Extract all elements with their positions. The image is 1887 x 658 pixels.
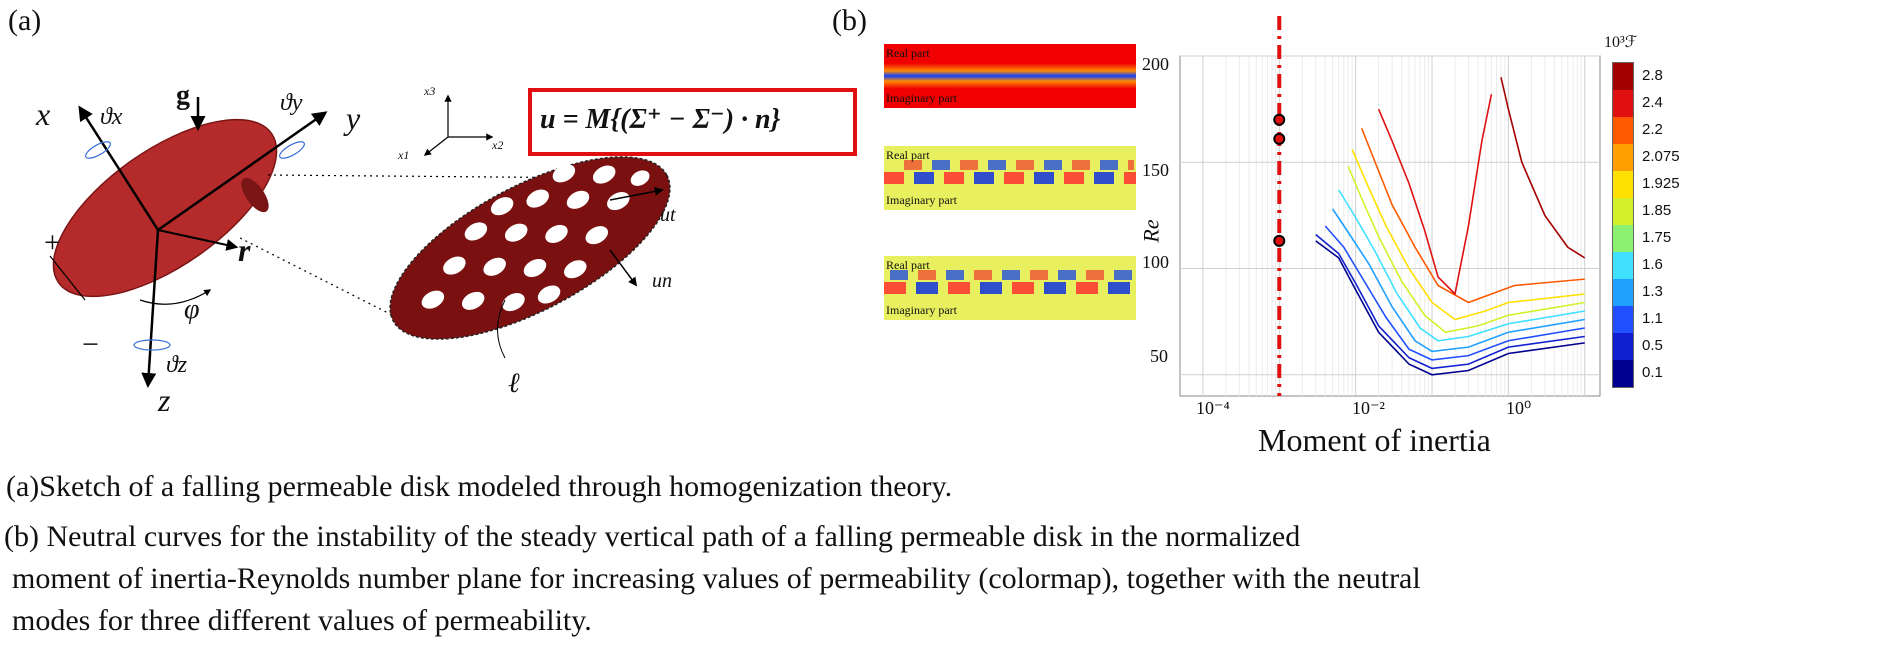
- colorbar: [1612, 62, 1634, 388]
- colorbar-tick: 0.1: [1642, 363, 1663, 381]
- neutral-curves-chart: [1179, 16, 1601, 397]
- phi-label: φ: [184, 294, 200, 325]
- caption-b-line3: modes for three different values of perm…: [12, 604, 592, 637]
- caption-b-line2: moment of inertia-Reynolds number plane …: [12, 562, 1421, 595]
- x1-label: x1: [398, 148, 410, 162]
- neutral-curve-4: [1338, 189, 1585, 342]
- plus-sign: +: [44, 226, 61, 259]
- colorbar-tick: 1.85: [1642, 201, 1672, 219]
- theta-z-label: ϑz: [166, 352, 188, 378]
- colorbar-segment: [1613, 333, 1633, 360]
- colorbar-tick: 1.1: [1642, 309, 1663, 327]
- neutral-mode-1: Real part Imaginary part: [884, 44, 1136, 108]
- colorbar-tick: 2.4: [1642, 93, 1663, 111]
- x-tick-1e-4: 10⁻⁴: [1196, 398, 1230, 418]
- x-tick-1e-2: 10⁻²: [1352, 398, 1385, 418]
- un-label: un: [652, 270, 672, 292]
- colorbar-segment: [1613, 144, 1633, 171]
- axis-y-label: y: [346, 100, 361, 136]
- neutral-curve-8: [1377, 94, 1493, 296]
- y-tick-150: 150: [1142, 160, 1169, 180]
- ell-label: ℓ: [508, 368, 520, 399]
- r-label: r: [238, 232, 251, 268]
- marked-point-1: [1273, 132, 1286, 145]
- colorbar-tick: 1.925: [1642, 174, 1680, 192]
- colorbar-segment: [1613, 117, 1633, 144]
- colorbar-segment: [1613, 306, 1633, 333]
- equation: u = M{(Σ⁺ − Σ⁻) · n}: [540, 104, 781, 135]
- x2-label: x2: [492, 138, 504, 152]
- colorbar-segment: [1613, 252, 1633, 279]
- y-tick-200: 200: [1142, 54, 1169, 74]
- caption-b-line1: (b) Neutral curves for the instability o…: [4, 520, 1301, 553]
- x-axis-label: Moment of inertia: [1258, 422, 1491, 458]
- caption-a: (a)Sketch of a falling permeable disk mo…: [6, 470, 953, 503]
- neutral-curve-6: [1351, 149, 1585, 321]
- mode-1-real-label: Real part: [886, 46, 930, 60]
- mode-2-imag-label: Imaginary part: [886, 193, 957, 207]
- mode-1-imag-label: Imaginary part: [886, 91, 957, 105]
- y-tick-50: 50: [1150, 346, 1168, 366]
- colorbar-segment: [1613, 171, 1633, 198]
- colorbar-title: 10³ℱ: [1604, 34, 1638, 51]
- colorbar-tick: 2.2: [1642, 120, 1663, 138]
- panel-a-label: (a): [8, 4, 42, 37]
- minus-sign: −: [82, 328, 99, 361]
- axis-x-label: x: [36, 96, 51, 132]
- panel-b-label: (b): [832, 4, 867, 37]
- colorbar-segment: [1613, 198, 1633, 225]
- colorbar-segment: [1613, 63, 1633, 90]
- mode-2-real-label: Real part: [886, 148, 930, 162]
- disk-sketch: [49, 88, 857, 388]
- neutral-curve-5: [1347, 166, 1585, 334]
- colorbar-segment: [1613, 360, 1633, 387]
- colorbar-tick: 0.5: [1642, 336, 1663, 354]
- marked-point-0: [1273, 113, 1286, 126]
- mode-3-real-label: Real part: [886, 258, 930, 272]
- disk-body: [52, 118, 278, 298]
- x-tick-1e0: 10⁰: [1506, 398, 1532, 418]
- neutral-curve-3: [1331, 208, 1585, 353]
- y-tick-100: 100: [1142, 252, 1169, 272]
- neutral-curve-2: [1324, 225, 1585, 361]
- colorbar-ticks: 2.8 2.4 2.2 2.075 1.925 1.85 1.75 1.6 1.3 1.1 0.5 0…: [1642, 62, 1722, 386]
- colorbar-tick: 2.8: [1642, 66, 1663, 84]
- permeable-patch: [389, 156, 671, 340]
- equation-box: [528, 88, 857, 156]
- marked-point-2: [1273, 234, 1286, 247]
- neutral-curve-0: [1315, 240, 1585, 376]
- neutral-curve-9: [1500, 77, 1586, 259]
- y-axis-label: Re: [1138, 219, 1164, 243]
- colorbar-segment: [1613, 279, 1633, 306]
- axis-z-label: z: [158, 382, 171, 418]
- neutral-mode-3: Real part Imaginary part: [884, 256, 1136, 320]
- colorbar-segment: [1613, 225, 1633, 252]
- colorbar-tick: 1.3: [1642, 282, 1663, 300]
- neutral-curve-1: [1315, 233, 1585, 370]
- colorbar-tick: 2.075: [1642, 147, 1680, 165]
- colorbar-segment: [1613, 90, 1633, 117]
- theta-x-label: ϑx: [100, 104, 123, 130]
- neutral-curve-7: [1360, 127, 1585, 304]
- ut-label: ut: [660, 204, 676, 226]
- colorbar-tick: 1.75: [1642, 228, 1672, 246]
- colorbar-tick: 1.6: [1642, 255, 1663, 273]
- theta-y-label: ϑy: [280, 90, 303, 116]
- neutral-mode-2: Real part Imaginary part: [884, 146, 1136, 210]
- mode-3-imag-label: Imaginary part: [886, 303, 957, 317]
- x3-label: x3: [424, 84, 436, 98]
- gravity-label: g: [176, 80, 190, 111]
